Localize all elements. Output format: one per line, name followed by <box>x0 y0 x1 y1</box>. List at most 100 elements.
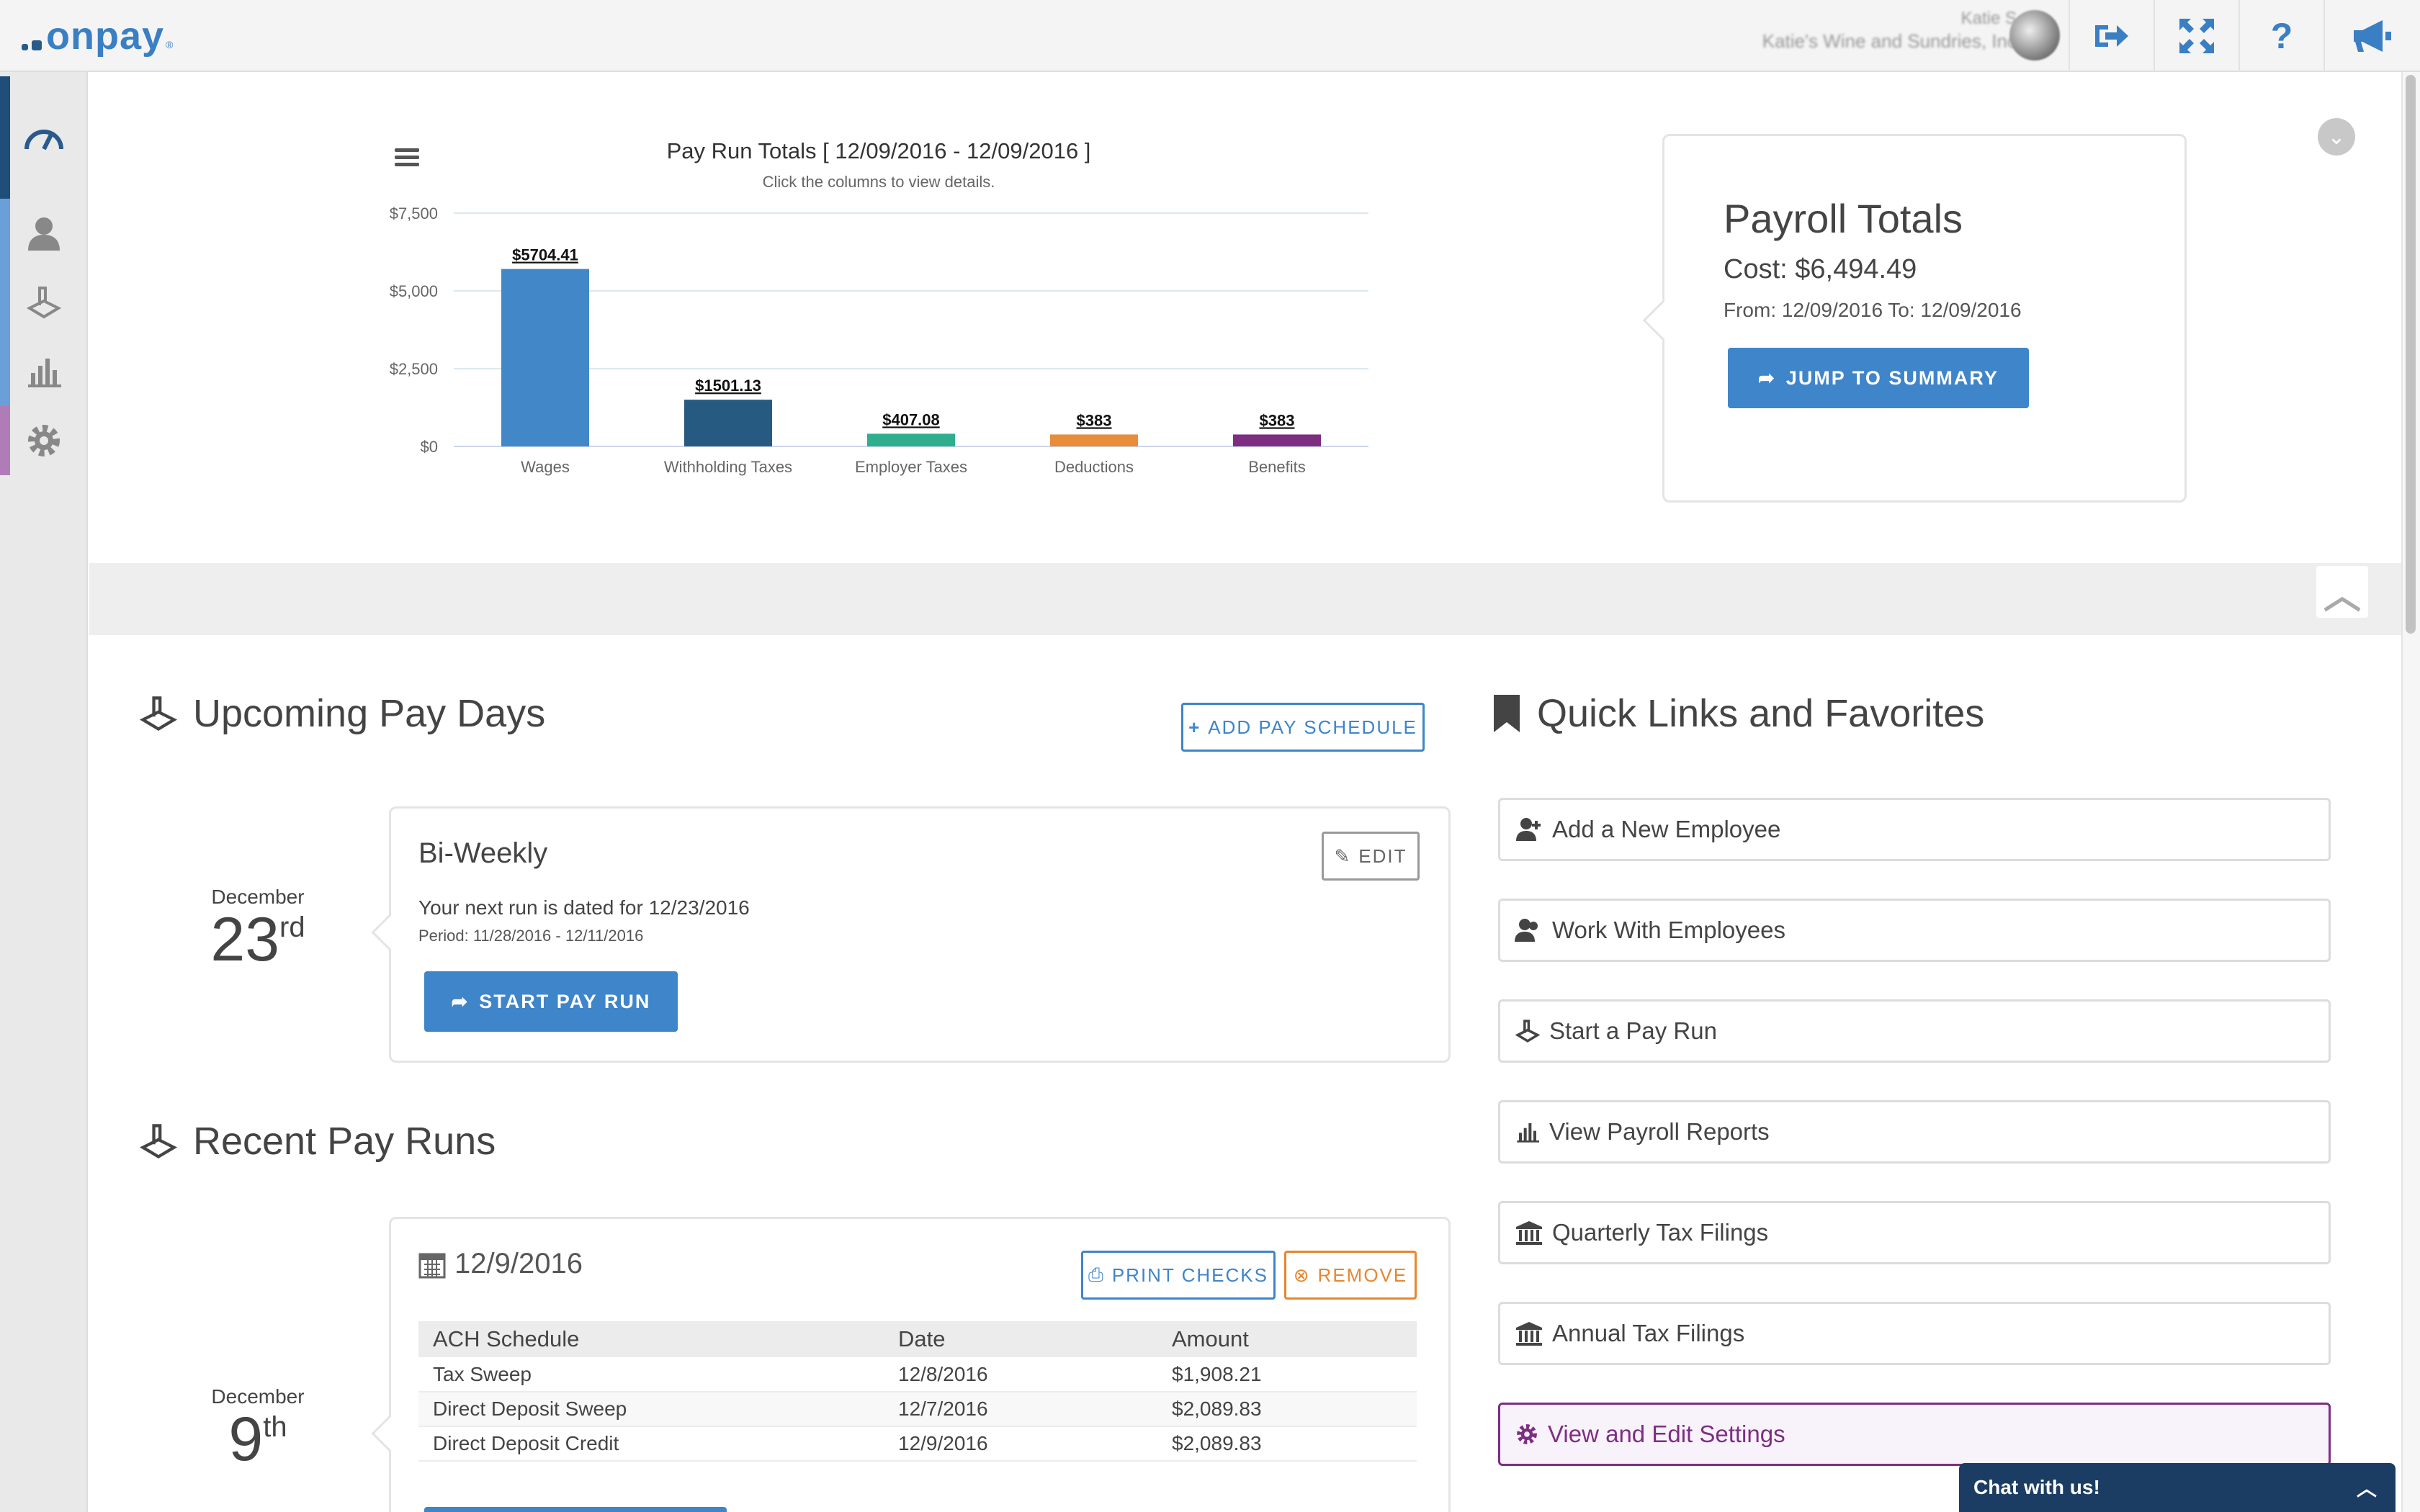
view-details-button[interactable] <box>424 1507 727 1512</box>
chart-bar[interactable] <box>1233 434 1321 446</box>
collapse-chevron-icon[interactable]: ⌄ <box>2318 118 2355 156</box>
table-header-row: ACH Schedule Date Amount <box>418 1321 1417 1357</box>
scrollbar-thumb[interactable] <box>2406 75 2416 634</box>
logout-button[interactable] <box>2069 0 2154 72</box>
chart-bar[interactable] <box>1050 434 1138 446</box>
print-checks-label: PRINT CHECKS <box>1111 1264 1268 1286</box>
pay-icon <box>139 696 178 732</box>
fullscreen-button[interactable] <box>2154 0 2238 72</box>
quick-link-label: Annual Tax Filings <box>1552 1320 1745 1346</box>
jump-to-summary-button[interactable]: ➦ JUMP TO SUMMARY <box>1728 348 2029 408</box>
share-arrow-icon: ➦ <box>1758 366 1776 389</box>
table-row: Direct Deposit Sweep 12/7/2016 $2,089.83 <box>418 1392 1417 1427</box>
bar-chart-icon <box>1517 1123 1539 1143</box>
person-icon <box>28 217 60 251</box>
card-pointer <box>371 914 408 951</box>
pay-run-date: 12/9/2016 <box>418 1248 583 1280</box>
start-pay-run-button[interactable]: ➦ START PAY RUN <box>424 971 678 1032</box>
sidebar <box>0 72 88 1512</box>
sidebar-item-payroll[interactable] <box>0 268 88 337</box>
period-text: Period: 11/28/2016 - 12/11/2016 <box>418 927 644 945</box>
user-info[interactable]: Katie S Katie's Wine and Sundries, Inc <box>1762 9 2017 53</box>
chart-title: Pay Run Totals [ 12/09/2016 - 12/09/2016… <box>667 138 1091 163</box>
announcements-button[interactable] <box>2323 0 2420 72</box>
amount-cell: $2,089.83 <box>1157 1392 1417 1427</box>
data-label: $383 <box>1077 411 1112 429</box>
chart-bar[interactable] <box>501 269 589 446</box>
fullscreen-icon <box>2179 19 2214 53</box>
recent-date: December 9th <box>186 1385 330 1470</box>
print-checks-button[interactable]: ⎙ PRINT CHECKS <box>1081 1251 1276 1300</box>
quick-link-settings[interactable]: View and Edit Settings <box>1498 1403 2331 1466</box>
logo-text: onpay <box>46 14 165 58</box>
chart-bar[interactable] <box>684 400 772 446</box>
date-cell: 12/9/2016 <box>884 1426 1157 1462</box>
upcoming-date: December 23rd <box>186 886 330 971</box>
amount-cell: $1,908.21 <box>1157 1357 1417 1392</box>
share-arrow-icon: ➦ <box>451 990 470 1012</box>
sidebar-item-settings[interactable] <box>0 406 88 475</box>
remove-label: REMOVE <box>1317 1264 1408 1286</box>
edit-schedule-button[interactable]: ✎ EDIT <box>1322 832 1420 881</box>
bank-icon <box>1516 1221 1542 1245</box>
amount-cell: $2,089.83 <box>1157 1426 1417 1462</box>
pay-run-totals-chart[interactable]: Pay Run Totals [ 12/09/2016 - 12/09/2016… <box>360 130 1397 490</box>
remove-icon: ⊗ <box>1293 1264 1311 1286</box>
help-icon: ? <box>2270 16 2293 56</box>
upcoming-pay-days-heading: Upcoming Pay Days <box>138 691 545 736</box>
sidebar-item-reports[interactable] <box>0 337 88 406</box>
quick-link-label: Add a New Employee <box>1552 816 1781 842</box>
scroll-up-icon[interactable]: ︿ <box>2316 566 2368 618</box>
x-tick-label: Deductions <box>1054 458 1134 476</box>
speedometer-icon <box>24 130 63 150</box>
pay-run-card: 12/9/2016 ⎙ PRINT CHECKS ⊗ REMOVE ACH Sc… <box>371 1217 1451 1512</box>
payroll-totals-title: Payroll Totals <box>1724 196 1963 241</box>
upcoming-pay-days-title: Upcoming Pay Days <box>193 692 546 735</box>
chart-menu-icon[interactable] <box>395 148 419 166</box>
x-tick-label: Withholding Taxes <box>664 458 792 476</box>
help-button[interactable]: ? <box>2238 0 2323 72</box>
table-header: Amount <box>1157 1321 1417 1357</box>
add-person-icon <box>1516 818 1541 841</box>
chart-bar[interactable] <box>867 433 955 446</box>
quick-link-work-with-employees[interactable]: Work With Employees <box>1498 899 2331 962</box>
people-icon <box>1515 919 1538 942</box>
card-pointer <box>371 1415 408 1452</box>
chevron-up-icon: ︿ <box>2356 1477 2377 1500</box>
y-tick-label: $2,500 <box>390 360 438 378</box>
date-day: 9th <box>228 1405 287 1474</box>
remove-button[interactable]: ⊗ REMOVE <box>1284 1251 1417 1300</box>
x-tick-label: Employer Taxes <box>855 458 967 476</box>
top-bar: onpay ® Katie S Katie's Wine and Sundrie… <box>0 0 2420 72</box>
recent-pay-runs-title: Recent Pay Runs <box>193 1120 496 1163</box>
ach-schedule-cell: Direct Deposit Credit <box>418 1426 884 1462</box>
quick-link-label: View Payroll Reports <box>1549 1118 1770 1145</box>
quick-link-quarterly-tax-filings[interactable]: Quarterly Tax Filings <box>1498 1201 2331 1264</box>
chat-widget[interactable]: Chat with us! ︿ <box>1959 1463 2396 1512</box>
sidebar-item-employees[interactable] <box>0 199 88 268</box>
avatar[interactable] <box>2009 10 2060 60</box>
announcements-icon <box>2354 20 2391 52</box>
quick-link-add-employee[interactable]: Add a New Employee <box>1498 798 2331 861</box>
chart-subtitle: Click the columns to view details. <box>763 173 995 191</box>
pay-icon <box>139 1124 178 1159</box>
chat-label: Chat with us! <box>1973 1476 2100 1498</box>
company-name: Katie's Wine and Sundries, Inc <box>1762 30 2017 52</box>
x-tick-label: Benefits <box>1248 458 1306 476</box>
payroll-totals-cost: Cost: $6,494.49 <box>1724 254 1917 284</box>
ach-schedule-cell: Direct Deposit Sweep <box>418 1392 884 1427</box>
sidebar-accent <box>0 268 10 337</box>
add-pay-schedule-button[interactable]: + ADD PAY SCHEDULE <box>1181 703 1425 752</box>
sidebar-item-dashboard[interactable] <box>0 76 88 199</box>
quick-link-start-pay-run[interactable]: Start a Pay Run <box>1498 999 2331 1063</box>
quick-link-payroll-reports[interactable]: View Payroll Reports <box>1498 1100 2331 1164</box>
next-run-text: Your next run is dated for 12/23/2016 <box>418 896 750 919</box>
gear-icon <box>28 425 60 456</box>
table-header: Date <box>884 1321 1157 1357</box>
printer-icon: ⎙ <box>1088 1264 1105 1285</box>
quick-link-annual-tax-filings[interactable]: Annual Tax Filings <box>1498 1302 2331 1365</box>
table-row: Direct Deposit Credit 12/9/2016 $2,089.8… <box>418 1426 1417 1462</box>
bookmark-icon <box>1494 695 1520 732</box>
onpay-logo[interactable]: onpay ® <box>22 13 173 59</box>
quick-link-label: Quarterly Tax Filings <box>1552 1219 1769 1246</box>
